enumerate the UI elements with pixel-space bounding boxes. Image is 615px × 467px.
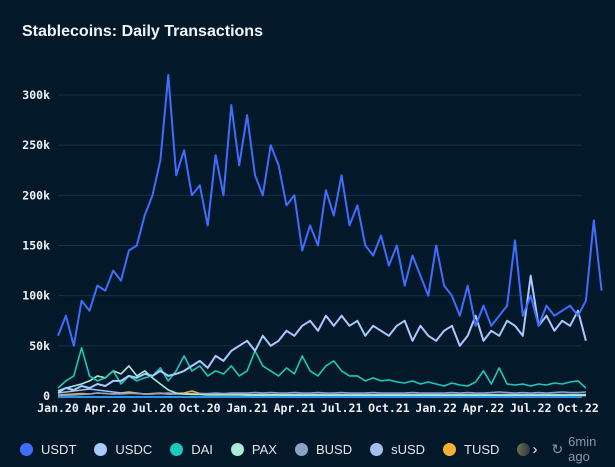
x-tick-label: Jul.20 [132,401,174,415]
x-tick-label: Jul.21 [321,401,363,415]
legend-label: TUSD [464,441,500,457]
series-lines [57,73,603,397]
legend-label: DAI [191,441,213,457]
series-line-pax [57,365,586,397]
pax-color-dot [230,442,244,456]
x-tick-label: Apr.22 [463,401,505,415]
legend-item-usdt[interactable]: USDT [20,442,76,457]
y-tick-label: 250k [22,138,50,152]
chevron-right-icon: › [532,440,538,458]
y-axis: 0 50k 100k 150k 200k 250k 300k [22,88,50,403]
last-updated: ↻ 6min ago [551,434,615,464]
x-axis: Jan.20 Apr.20 Jul.20 Oct.20 Jan.21 Apr.21 Jul.… [37,401,599,415]
more-series-dot [517,442,531,456]
series-line-busd [57,391,586,397]
y-tick-label: 50k [29,339,50,353]
x-tick-label: Oct.21 [368,401,410,415]
updated-text: 6min ago [568,434,597,464]
series-line-dai [57,346,587,389]
legend-item-dai[interactable]: DAI [170,442,213,457]
line-chart: 0 50k 100k 150k 200k 250k 300k Jan.20 Apr.20 Jul… [22,73,603,415]
x-tick-label: Jan.21 [226,401,268,415]
usdc-color-dot [94,442,108,456]
legend-item-pax[interactable]: PAX [230,441,277,457]
series-line-usdt [57,73,603,347]
series-line-usdc [57,274,587,392]
clock-refresh-icon: ↻ [551,440,564,457]
x-tick-label: Jan.20 [37,401,79,415]
busd-color-dot [294,442,308,456]
legend-item-tusd[interactable]: TUSD [443,442,499,457]
legend-label: BUSD [315,441,353,457]
legend-item-usdc[interactable]: USDC [94,442,152,457]
y-tick-label: 200k [22,188,50,202]
y-tick-label: 150k [22,239,50,253]
chart-title: Stablecoins: Daily Transactions [22,23,263,40]
x-tick-label: Jul.22 [510,401,552,415]
y-tick-label: 0 [43,389,50,403]
dai-color-dot [170,442,184,456]
legend: USDT USDC DAI PAX BUSD sUSD TUSD › ↻ 6min… [20,434,615,464]
tusd-color-dot [443,442,457,456]
legend-label: sUSD [391,441,426,457]
y-tick-label: 300k [22,88,50,102]
gridlines [58,94,582,347]
x-tick-label: Apr.20 [84,401,126,415]
x-tick-label: Oct.22 [557,401,599,415]
legend-next-button[interactable]: › [517,441,537,458]
y-tick-label: 100k [22,289,50,303]
legend-item-susd[interactable]: sUSD [370,442,425,457]
usdt-color-dot [20,442,33,456]
x-tick-label: Apr.21 [274,401,316,415]
susd-color-dot [370,442,384,456]
x-tick-label: Jan.22 [415,401,457,415]
legend-label: PAX [251,441,277,457]
legend-label: USDT [41,441,77,457]
legend-label: USDC [115,441,153,457]
legend-item-busd[interactable]: BUSD [294,441,353,457]
x-tick-label: Oct.20 [179,401,221,415]
